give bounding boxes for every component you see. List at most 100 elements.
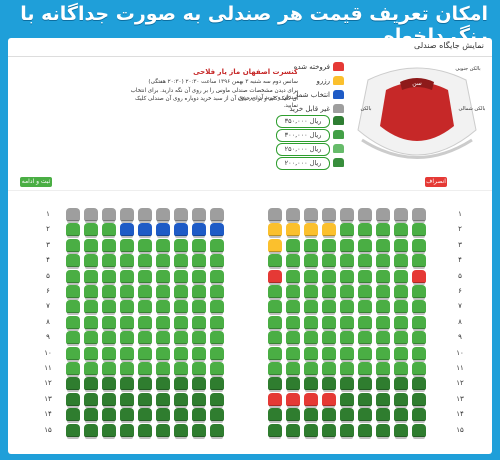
seat[interactable] xyxy=(84,238,98,254)
seat[interactable] xyxy=(376,269,390,285)
seat[interactable] xyxy=(120,300,134,316)
seat[interactable] xyxy=(102,392,116,408)
seat[interactable] xyxy=(412,423,426,439)
seat[interactable] xyxy=(138,392,152,408)
seat[interactable] xyxy=(156,346,170,362)
seat[interactable] xyxy=(358,362,372,377)
seat[interactable] xyxy=(412,315,426,331)
seat[interactable] xyxy=(322,285,336,300)
seat[interactable] xyxy=(304,346,318,362)
seat[interactable] xyxy=(156,392,170,408)
seat[interactable] xyxy=(268,238,282,254)
seat[interactable] xyxy=(358,331,372,347)
seat[interactable] xyxy=(120,423,134,439)
seat[interactable] xyxy=(358,254,372,270)
seat[interactable] xyxy=(102,254,116,270)
seat[interactable] xyxy=(102,346,116,362)
seat[interactable] xyxy=(102,377,116,393)
seat[interactable] xyxy=(358,285,372,300)
seat[interactable] xyxy=(192,423,206,439)
seat[interactable] xyxy=(138,285,152,300)
seat[interactable] xyxy=(322,223,336,239)
seat[interactable] xyxy=(174,377,188,393)
seat[interactable] xyxy=(192,408,206,424)
seat[interactable] xyxy=(192,362,206,377)
seat[interactable] xyxy=(286,300,300,316)
seat[interactable] xyxy=(340,423,354,439)
seat[interactable] xyxy=(102,238,116,254)
seat[interactable] xyxy=(286,331,300,347)
seat[interactable] xyxy=(322,300,336,316)
seat[interactable] xyxy=(394,392,408,408)
seat[interactable] xyxy=(394,269,408,285)
seat[interactable] xyxy=(138,254,152,270)
seat[interactable] xyxy=(412,377,426,393)
seat[interactable] xyxy=(322,423,336,439)
seat[interactable] xyxy=(268,300,282,316)
seat[interactable] xyxy=(210,423,224,439)
seat[interactable] xyxy=(138,269,152,285)
seat[interactable] xyxy=(322,315,336,331)
seat[interactable] xyxy=(102,408,116,424)
seat[interactable] xyxy=(138,223,152,239)
seat[interactable] xyxy=(376,346,390,362)
seat[interactable] xyxy=(174,269,188,285)
seat[interactable] xyxy=(210,300,224,316)
seat[interactable] xyxy=(174,408,188,424)
seat[interactable] xyxy=(84,423,98,439)
seat[interactable] xyxy=(156,223,170,239)
seat[interactable] xyxy=(84,346,98,362)
seat[interactable] xyxy=(210,285,224,300)
seat[interactable] xyxy=(192,346,206,362)
seat[interactable] xyxy=(138,408,152,424)
seat[interactable] xyxy=(156,423,170,439)
seat[interactable] xyxy=(268,346,282,362)
seat[interactable] xyxy=(322,254,336,270)
seat[interactable] xyxy=(210,392,224,408)
seat[interactable] xyxy=(102,423,116,439)
seat[interactable] xyxy=(174,362,188,377)
seat[interactable] xyxy=(120,392,134,408)
seat[interactable] xyxy=(174,238,188,254)
seat[interactable] xyxy=(340,300,354,316)
seat[interactable] xyxy=(102,223,116,239)
seat[interactable] xyxy=(304,423,318,439)
cancel-button[interactable]: انصراف xyxy=(425,177,447,187)
seat[interactable] xyxy=(192,315,206,331)
seat[interactable] xyxy=(192,331,206,347)
seat[interactable] xyxy=(66,392,80,408)
seat[interactable] xyxy=(304,377,318,393)
seat[interactable] xyxy=(268,362,282,377)
seat[interactable] xyxy=(358,423,372,439)
seat[interactable] xyxy=(376,254,390,270)
seat[interactable] xyxy=(412,346,426,362)
seat[interactable] xyxy=(268,254,282,270)
seat[interactable] xyxy=(210,223,224,239)
seat[interactable] xyxy=(394,254,408,270)
seat[interactable] xyxy=(322,362,336,377)
seat[interactable] xyxy=(412,285,426,300)
seat[interactable] xyxy=(268,285,282,300)
seat[interactable] xyxy=(66,408,80,424)
seat[interactable] xyxy=(286,223,300,239)
seat[interactable] xyxy=(210,254,224,270)
seat[interactable] xyxy=(412,392,426,408)
seat[interactable] xyxy=(358,392,372,408)
seat[interactable] xyxy=(120,362,134,377)
seat[interactable] xyxy=(66,315,80,331)
seat[interactable] xyxy=(102,300,116,316)
seat[interactable] xyxy=(322,408,336,424)
seat[interactable] xyxy=(340,377,354,393)
seat[interactable] xyxy=(120,377,134,393)
seat[interactable] xyxy=(210,362,224,377)
seat[interactable] xyxy=(84,315,98,331)
seat[interactable] xyxy=(156,285,170,300)
seat[interactable] xyxy=(174,346,188,362)
seat[interactable] xyxy=(304,362,318,377)
seat[interactable] xyxy=(84,254,98,270)
seat[interactable] xyxy=(210,269,224,285)
seat[interactable] xyxy=(156,238,170,254)
seat[interactable] xyxy=(376,377,390,393)
seat[interactable] xyxy=(66,223,80,239)
seat[interactable] xyxy=(120,238,134,254)
